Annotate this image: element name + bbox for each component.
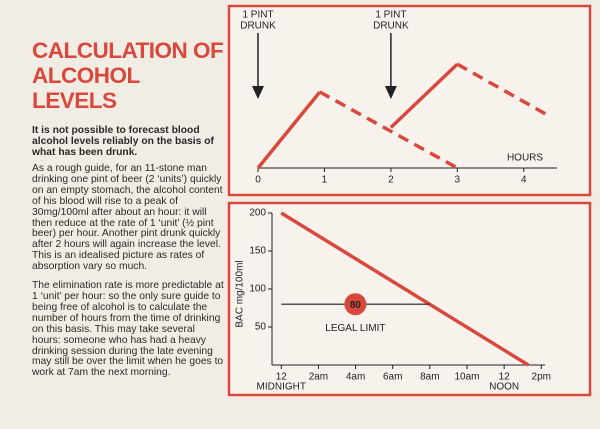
x-tick-label: 4am <box>346 372 365 383</box>
limit-badge <box>344 293 367 316</box>
limit-value: 80 <box>350 300 362 311</box>
title: CALCULATION OF ALCOHOL LEVELS <box>32 38 224 113</box>
text-column: CALCULATION OF ALCOHOL LEVELS It is not p… <box>32 38 224 387</box>
x-tick-label: 6am <box>383 372 402 383</box>
y-tick-label: 100 <box>249 284 266 295</box>
annotation: MIDNIGHT <box>257 382 306 393</box>
x-tick-label: 12 <box>499 372 511 383</box>
annotation: 1 PINT <box>375 10 406 21</box>
x-tick-label: 1 <box>322 175 328 186</box>
arrow-head <box>384 86 397 99</box>
x-tick-label: 2pm <box>532 372 551 383</box>
x-axis-label: HOURS <box>507 153 543 164</box>
data-line <box>389 62 459 129</box>
intro: It is not possible to forecast blood alc… <box>32 125 214 158</box>
y-tick-label: 50 <box>255 322 267 333</box>
data-line <box>256 90 322 170</box>
annotation: NOON <box>489 382 519 393</box>
annotation: DRUNK <box>373 21 409 32</box>
x-tick-label: 8am <box>420 372 439 383</box>
title-line: CALCULATION OF <box>32 38 224 63</box>
paragraph: The elimination rate is more predictable… <box>32 280 224 379</box>
x-tick-label: 3 <box>455 175 461 186</box>
annotation: 1 PINT <box>242 10 273 21</box>
x-tick-label: 10am <box>454 372 479 383</box>
x-tick-label: 12 <box>276 372 288 383</box>
paragraph: As a rough guide, for an 11-stone man dr… <box>32 163 223 273</box>
data-line <box>280 211 530 367</box>
y-tick-label: 150 <box>249 246 266 257</box>
y-axis-label: BAC mg/100ml <box>235 260 246 327</box>
limit-label: LEGAL LIMIT <box>325 323 385 334</box>
chart-frame <box>227 4 592 197</box>
x-tick-label: 4 <box>521 175 527 186</box>
annotation: DRUNK <box>240 21 276 32</box>
title-line: ALCOHOL LEVELS <box>32 63 140 113</box>
x-tick-label: 2am <box>309 372 328 383</box>
y-tick-label: 200 <box>249 208 266 219</box>
x-tick-label: 2 <box>388 175 394 186</box>
x-tick-label: 0 <box>255 175 261 186</box>
arrow-head <box>252 86 264 99</box>
chart-frame <box>227 201 592 397</box>
data-line <box>318 90 459 170</box>
